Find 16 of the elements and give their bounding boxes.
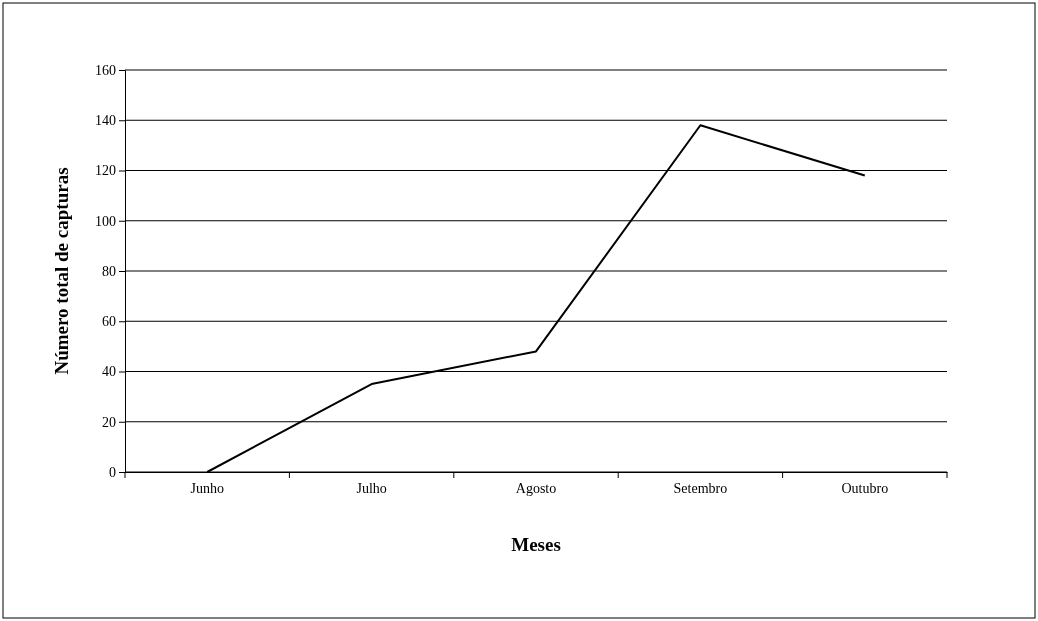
x-tick-label: Outubro (841, 481, 889, 497)
y-tick-label: 160 (95, 62, 116, 78)
y-tick-label: 120 (95, 163, 116, 179)
x-tick-label: Julho (356, 481, 387, 497)
y-tick-label: 20 (102, 414, 116, 430)
y-tick-label: 60 (102, 314, 116, 330)
y-axis-title: Número total de capturas (51, 167, 72, 375)
x-axis-title: Meses (511, 534, 561, 555)
y-tick-label: 0 (109, 464, 116, 480)
x-tick-label: Setembro (673, 481, 728, 497)
y-tick-label: 140 (95, 113, 116, 129)
y-tick-label: 80 (102, 263, 116, 279)
x-tick-label: Agosto (515, 481, 557, 497)
y-tick-label: 100 (95, 213, 116, 229)
x-tick-label: Junho (190, 481, 224, 497)
y-tick-label: 40 (102, 364, 116, 380)
